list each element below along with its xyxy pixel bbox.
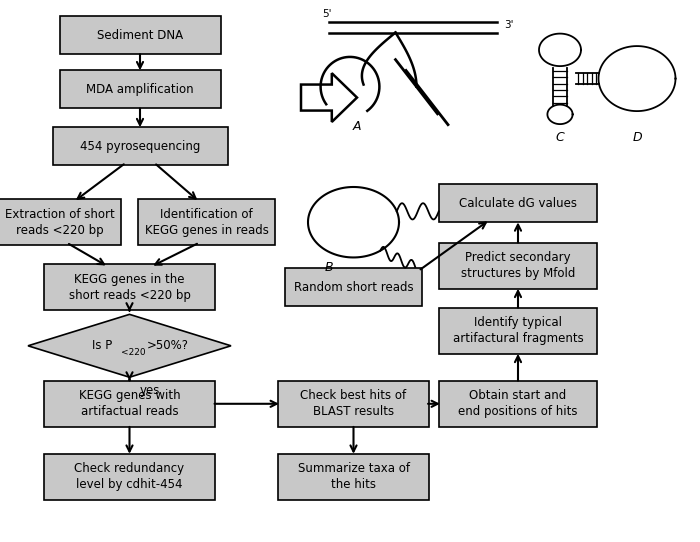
Text: 454 pyrosequencing: 454 pyrosequencing bbox=[80, 140, 200, 153]
Text: MDA amplification: MDA amplification bbox=[86, 83, 194, 96]
Text: Identification of
KEGG genes in reads: Identification of KEGG genes in reads bbox=[145, 208, 268, 237]
Text: B: B bbox=[325, 261, 333, 274]
Text: Calculate dG values: Calculate dG values bbox=[459, 197, 577, 210]
FancyBboxPatch shape bbox=[43, 454, 216, 500]
FancyBboxPatch shape bbox=[440, 308, 596, 353]
Text: KEGG genes with
artifactual reads: KEGG genes with artifactual reads bbox=[78, 389, 181, 418]
FancyBboxPatch shape bbox=[440, 243, 596, 288]
FancyBboxPatch shape bbox=[286, 268, 421, 306]
Text: Predict secondary
structures by Mfold: Predict secondary structures by Mfold bbox=[461, 251, 575, 280]
FancyBboxPatch shape bbox=[43, 264, 216, 310]
FancyBboxPatch shape bbox=[279, 380, 428, 427]
FancyBboxPatch shape bbox=[60, 16, 220, 54]
Text: Identify typical
artifactural fragments: Identify typical artifactural fragments bbox=[453, 316, 583, 345]
Text: Extraction of short
reads <220 bp: Extraction of short reads <220 bp bbox=[5, 208, 114, 237]
FancyBboxPatch shape bbox=[0, 199, 121, 245]
Text: 3': 3' bbox=[504, 20, 514, 30]
Text: Obtain start and
end positions of hits: Obtain start and end positions of hits bbox=[458, 389, 578, 418]
Text: >50%?: >50%? bbox=[147, 339, 189, 352]
Text: D: D bbox=[632, 131, 642, 144]
Text: A: A bbox=[353, 120, 361, 133]
Text: KEGG genes in the
short reads <220 bp: KEGG genes in the short reads <220 bp bbox=[69, 273, 190, 302]
Text: Sediment DNA: Sediment DNA bbox=[97, 29, 183, 42]
FancyBboxPatch shape bbox=[60, 70, 220, 108]
Text: Is P: Is P bbox=[92, 339, 112, 352]
FancyBboxPatch shape bbox=[440, 184, 596, 222]
Text: 5': 5' bbox=[322, 9, 332, 19]
Polygon shape bbox=[28, 314, 231, 377]
Text: yes: yes bbox=[140, 384, 160, 397]
Text: <220: <220 bbox=[120, 349, 146, 357]
FancyBboxPatch shape bbox=[139, 199, 274, 245]
Text: Check best hits of
BLAST results: Check best hits of BLAST results bbox=[300, 389, 407, 418]
FancyBboxPatch shape bbox=[279, 454, 428, 500]
FancyBboxPatch shape bbox=[440, 380, 596, 427]
FancyBboxPatch shape bbox=[52, 127, 228, 165]
Text: Summarize taxa of
the hits: Summarize taxa of the hits bbox=[298, 462, 410, 492]
FancyBboxPatch shape bbox=[43, 380, 216, 427]
Text: Random short reads: Random short reads bbox=[294, 281, 413, 294]
Text: Check redundancy
level by cdhit-454: Check redundancy level by cdhit-454 bbox=[74, 462, 185, 492]
Polygon shape bbox=[301, 73, 357, 122]
Text: C: C bbox=[556, 131, 564, 144]
